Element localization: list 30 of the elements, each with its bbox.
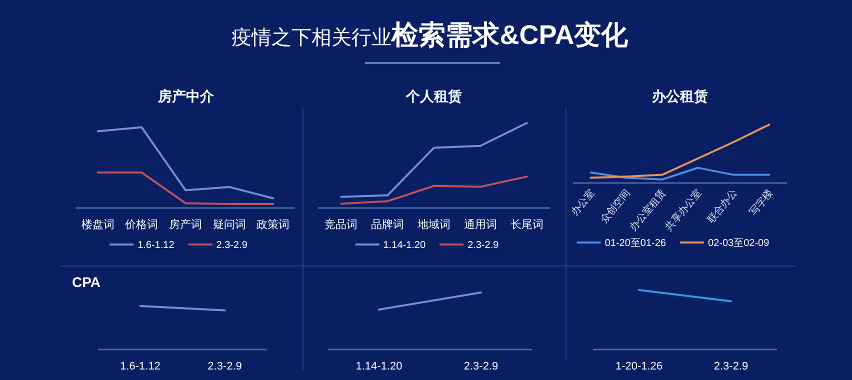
x-tick-label: 办公室 [568,187,598,218]
x-tick-label: 2.3-2.9 [714,360,748,372]
x-tick-label: 通用词 [464,218,497,231]
legend-label: 02-03至02-09 [708,238,770,249]
legend-label: 2.3-2.9 [468,240,500,251]
x-tick-label: 1.6-1.12 [120,360,160,372]
legend-label: 01-20至01-26 [604,238,666,249]
chart-title: 个人租赁 [405,88,462,104]
text: 疫情之下相关行业检索需求&CPA变化 [232,20,630,50]
chart-title: 办公租赁 [651,88,708,104]
x-tick-label: 写字楼 [746,187,776,218]
chart-title: CPA [72,274,101,290]
x-tick-label: 1-20-1.26 [615,360,663,372]
x-tick-label: 疑问词 [212,219,246,231]
x-tick-label: 品牌词 [371,219,404,231]
x-tick-label: 2.3-2.9 [208,360,242,372]
chart-title: 房产中介 [157,88,215,104]
x-tick-label: 2.3-2.9 [464,360,498,372]
legend-label: 1.14-1.20 [383,240,426,251]
x-tick-label: 价格词 [124,219,158,231]
x-tick-label: 楼盘词 [81,218,114,231]
legend-label: 1.6-1.12 [138,240,175,251]
x-tick-label: 联合办公 [704,187,740,226]
x-tick-label: 竞品词 [324,218,358,231]
legend-label: 2.3-2.9 [216,240,248,251]
x-tick-label: 长尾词 [510,218,544,231]
x-tick-label: 政策词 [256,219,290,231]
x-tick-label: 房产词 [169,218,202,231]
x-tick-label: 地域词 [416,218,450,231]
x-tick-label: 1.14-1.20 [356,360,402,372]
